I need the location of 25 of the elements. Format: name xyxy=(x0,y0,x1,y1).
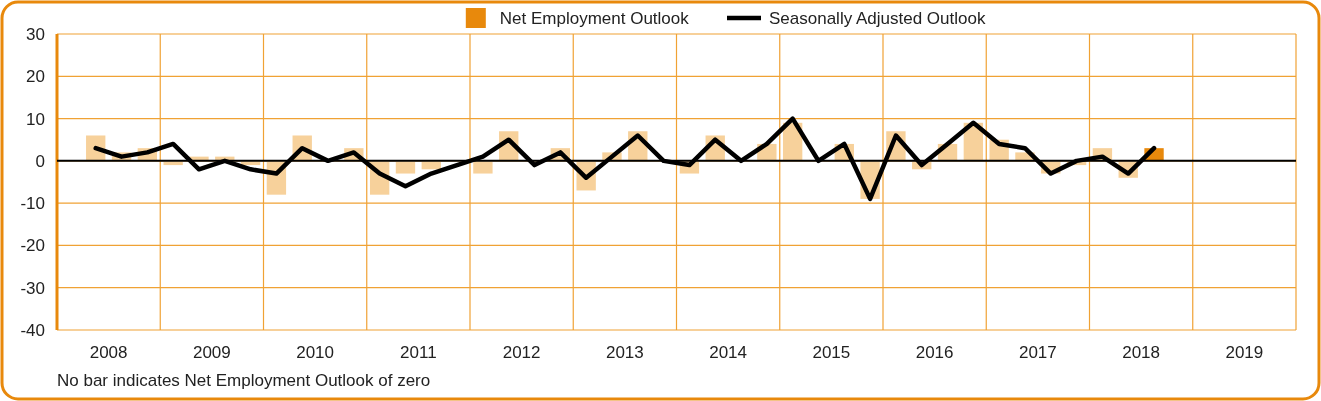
y-tick-label: 20 xyxy=(26,67,45,87)
y-tick-label: -30 xyxy=(20,278,45,298)
x-tick-label: 2016 xyxy=(915,343,954,362)
x-tick-label: 2009 xyxy=(192,343,231,362)
legend-label: Net Employment Outlook xyxy=(499,9,690,28)
y-tick-label: -20 xyxy=(20,236,45,256)
y-tick-label: 0 xyxy=(35,151,45,171)
y-tick-label: -40 xyxy=(20,321,45,340)
x-tick-label: 2019 xyxy=(1225,343,1264,362)
x-tick-label: 2012 xyxy=(502,343,541,362)
y-tick-label: 30 xyxy=(26,25,45,44)
x-tick-label: 2010 xyxy=(296,343,335,362)
bar xyxy=(395,160,416,174)
x-tick-label: 2008 xyxy=(89,343,128,362)
y-tick-label: -10 xyxy=(20,194,45,214)
x-tick-label: 2015 xyxy=(812,343,851,362)
bar xyxy=(473,160,493,174)
x-tick-label: 2011 xyxy=(400,343,437,362)
x-tick-label: 2014 xyxy=(709,343,748,362)
x-tick-label: 2017 xyxy=(1018,343,1057,362)
y-tick-label: 10 xyxy=(26,109,45,129)
x-tick-label: 2018 xyxy=(1122,343,1161,362)
x-tick-label: 2013 xyxy=(605,343,644,362)
legend-label: Seasonally Adjusted Outlook xyxy=(769,9,986,28)
text: No bar indicates Net Employment Outlook of zero xyxy=(57,371,431,390)
